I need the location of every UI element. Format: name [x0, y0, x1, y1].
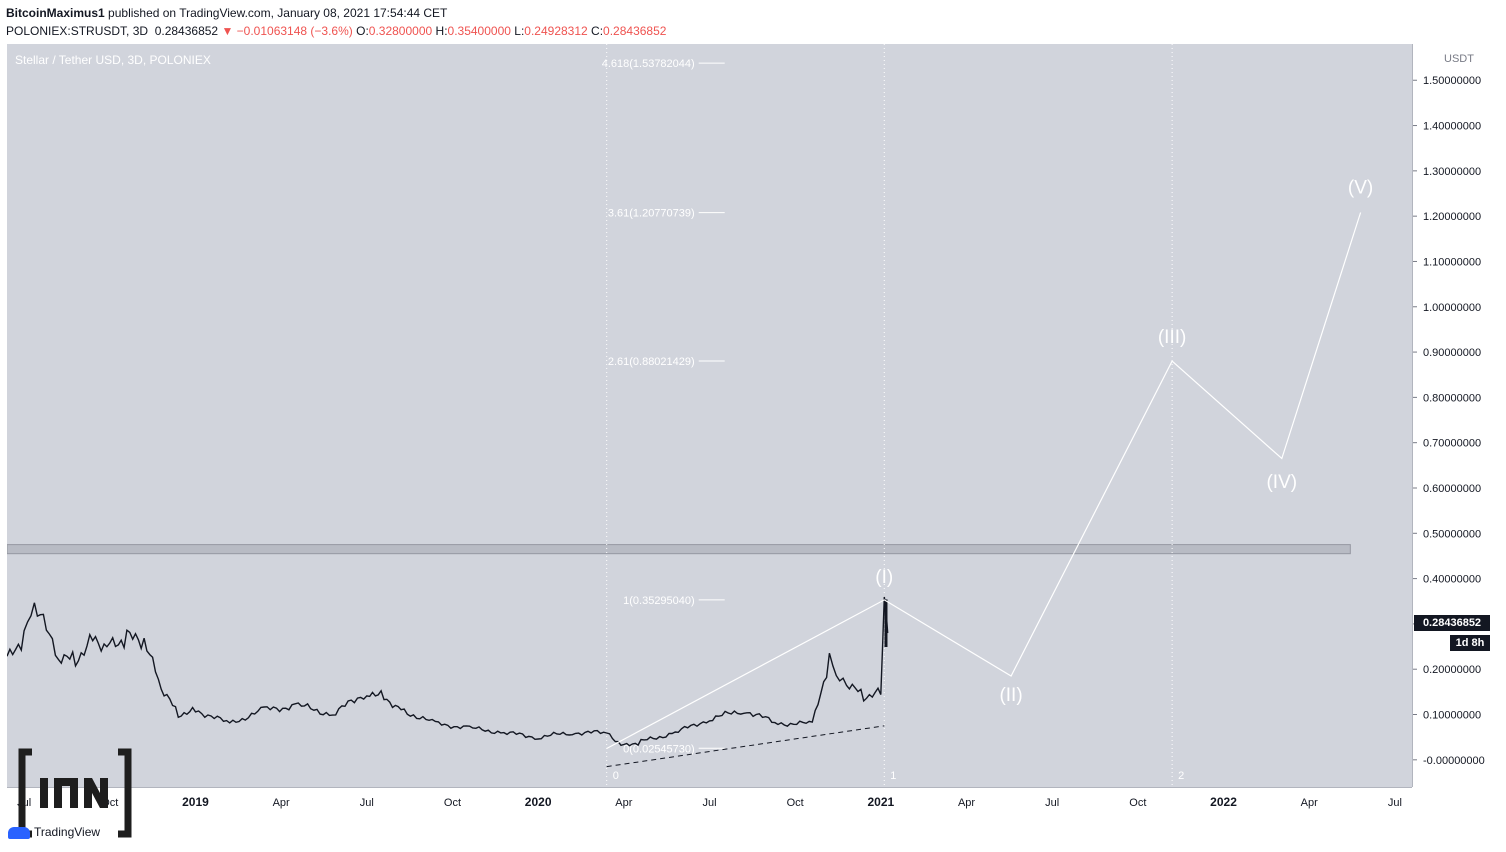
y-axis-title: USDT [1444, 53, 1474, 65]
support-trendline [606, 725, 885, 768]
wave-label: (V) [1348, 178, 1373, 199]
fib-level-label: 4.618(1.53782044) [602, 58, 695, 70]
price-axis[interactable]: USDT 1.50000000 1.40000000 1.30000000 1.2000… [1412, 44, 1506, 787]
vertical-marker-label: 0 [613, 770, 619, 782]
x-tick-label: Oct [787, 797, 804, 809]
brand-label: TradingView [34, 825, 101, 839]
open-value: 0.32800000 [368, 24, 433, 38]
x-tick-label: Oct [444, 797, 461, 809]
high-label: H: [435, 24, 448, 38]
x-tick-label: Apr [1301, 797, 1318, 809]
symbol-title: Stellar / Tether USD, 3D, POLONIEX [15, 53, 211, 67]
price-axis-canvas[interactable]: USDT 1.50000000 1.40000000 1.30000000 1.2000… [1413, 44, 1506, 787]
tradingview-cloud-icon [8, 826, 30, 839]
y-tick-label: 1.50000000 [1423, 75, 1481, 87]
tradingview-brand[interactable]: TradingView [8, 825, 100, 839]
y-tick-label: 0.60000000 [1423, 483, 1481, 495]
y-tick-label: 0.10000000 [1423, 710, 1481, 722]
x-tick-label: Apr [273, 797, 290, 809]
y-tick-label: 0.40000000 [1423, 574, 1481, 586]
fib-level-label: 2.61(0.88021429) [608, 356, 695, 368]
y-tick-label: 1.20000000 [1423, 211, 1481, 223]
y-tick-label: -0.00000000 [1423, 755, 1485, 767]
x-tick-label: 2020 [525, 795, 552, 809]
wave-label: (II) [999, 685, 1022, 706]
vertical-marker-label: 2 [1178, 770, 1184, 782]
x-tick-label: Jul [702, 797, 716, 809]
x-tick-label: Jul [1388, 797, 1402, 809]
x-tick-label: Jul [360, 797, 374, 809]
y-tick-label: 1.10000000 [1423, 256, 1481, 268]
author-name[interactable]: BitcoinMaximus1 [6, 6, 105, 20]
y-tick-label: 0.20000000 [1423, 664, 1481, 676]
x-tick-label: Apr [615, 797, 632, 809]
fib-level-label: 3.61(1.20770739) [608, 208, 695, 220]
chart-canvas[interactable]: 0 1 2 4.618(1.53782044) 3.61(1.20770739) 2.61… [7, 44, 1412, 787]
y-tick-label: 0.50000000 [1423, 528, 1481, 540]
x-tick-label: 2019 [182, 795, 209, 809]
close-label: C: [591, 24, 604, 38]
resistance-zone [7, 544, 1351, 555]
low-value: 0.24928312 [524, 24, 588, 38]
y-tick-label: 0.90000000 [1423, 347, 1481, 359]
y-tick-label: 1.40000000 [1423, 121, 1481, 133]
ohlc-line: POLONIEX:STRUSDT, 3D 0.28436852 ▼ −0.010… [6, 22, 666, 40]
publish-line: BitcoinMaximus1 published on TradingView… [6, 4, 666, 22]
price-series-line [7, 596, 889, 747]
close-value: 0.28436852 [603, 24, 667, 38]
wave-label: (IV) [1266, 472, 1297, 493]
x-tick-label: Jul [1045, 797, 1059, 809]
x-tick-label: 2022 [1210, 795, 1237, 809]
time-axis[interactable]: Jul Oct 2019 Apr Jul Oct 2020 Apr Jul Oct 2021 Apr J… [7, 787, 1412, 816]
last-price: 0.28436852 [154, 24, 219, 38]
high-value: 0.35400000 [447, 24, 511, 38]
fib-level-label: 0(0.02545730) [623, 743, 695, 755]
y-tick-label: 1.00000000 [1423, 302, 1481, 314]
x-tick-label: Apr [958, 797, 975, 809]
chart-header: BitcoinMaximus1 published on TradingView… [6, 4, 666, 40]
open-label: O: [356, 24, 369, 38]
bar-countdown-tag: 1d 8h [1450, 635, 1490, 651]
x-tick-label: Oct [1129, 797, 1146, 809]
last-price-tag: 0.28436852 [1414, 615, 1490, 631]
vertical-marker-label: 1 [890, 770, 896, 782]
chart-plot-area[interactable]: 0 1 2 4.618(1.53782044) 3.61(1.20770739) 2.61… [7, 44, 1412, 787]
elliott-wave-path [606, 212, 1362, 750]
time-axis-canvas[interactable]: Jul Oct 2019 Apr Jul Oct 2020 Apr Jul Oct 2021 Apr J… [7, 788, 1412, 816]
y-tick-label: 0.80000000 [1423, 392, 1481, 404]
y-tick-label: 0.70000000 [1423, 438, 1481, 450]
x-tick-label: 2021 [867, 795, 894, 809]
price-change: ▼ −0.01063148 (−3.6%) [221, 24, 353, 38]
symbol-label: POLONIEX:STRUSDT, 3D [6, 24, 149, 38]
beincrypto-logo [18, 748, 132, 838]
publish-info: published on TradingView.com, January 08… [108, 6, 448, 20]
low-label: L: [514, 24, 525, 38]
y-tick-label: 1.30000000 [1423, 166, 1481, 178]
logo-icon [18, 748, 132, 838]
wave-label: (III) [1158, 327, 1187, 348]
fib-level-label: 1(0.35295040) [623, 595, 695, 607]
wave-label: (I) [875, 567, 893, 588]
